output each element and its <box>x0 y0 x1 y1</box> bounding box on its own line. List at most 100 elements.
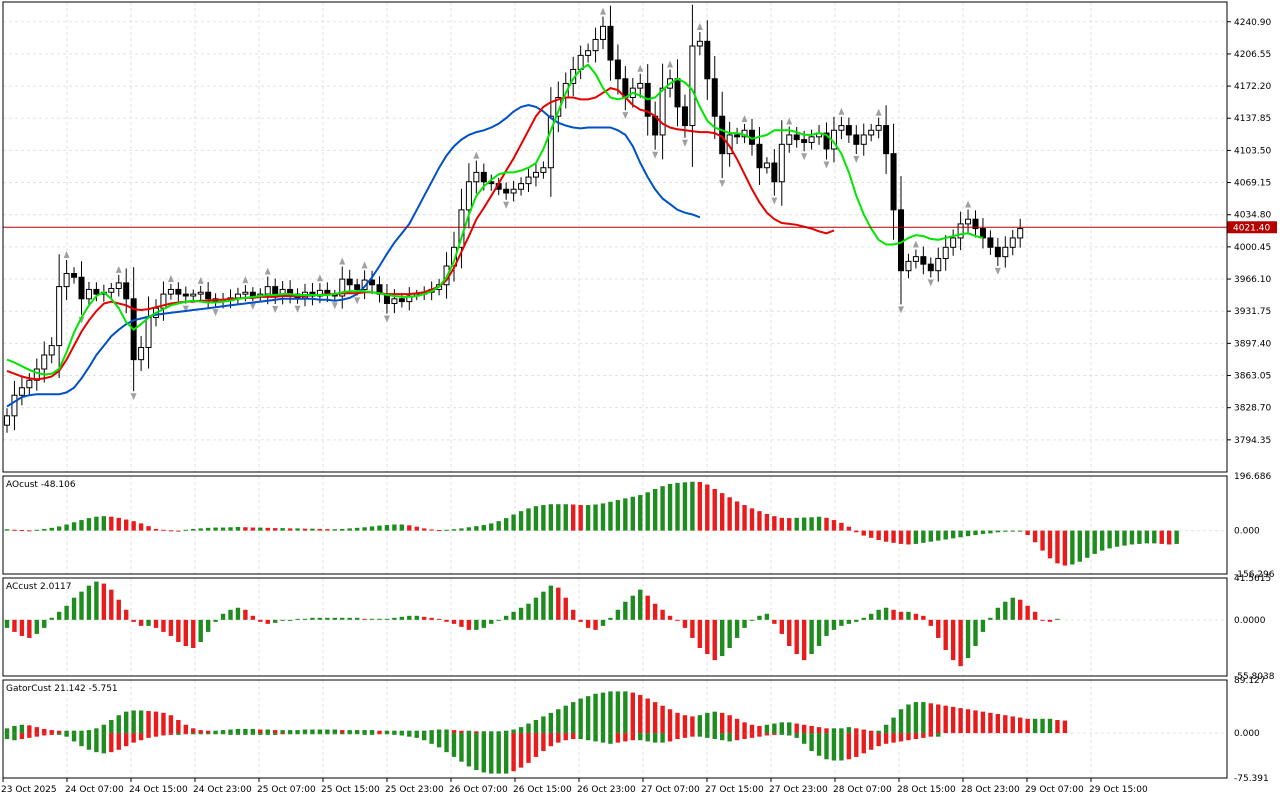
candle[interactable] <box>71 267 78 284</box>
candle[interactable] <box>778 120 785 206</box>
candle[interactable] <box>48 337 55 364</box>
candle[interactable] <box>93 282 100 302</box>
candle-body-down <box>771 162 778 183</box>
candle[interactable] <box>734 127 741 144</box>
ao-bar <box>1099 530 1105 551</box>
ac-panel[interactable]: ACcust 2.0117 <box>4 581 1060 667</box>
candle[interactable] <box>108 283 115 298</box>
ac-bar <box>608 617 613 620</box>
candle[interactable] <box>63 260 70 301</box>
fractal-up-arrow <box>316 274 323 282</box>
candle[interactable] <box>875 117 882 139</box>
candle[interactable] <box>696 32 703 56</box>
ao-panel[interactable]: AOcust -48.106 <box>4 480 1179 566</box>
candle[interactable] <box>518 177 525 196</box>
candle[interactable] <box>823 122 830 160</box>
candle[interactable] <box>704 20 711 100</box>
ac-bar <box>921 615 926 620</box>
candle[interactable] <box>369 270 376 295</box>
candle[interactable] <box>607 5 614 81</box>
candle[interactable] <box>532 163 539 187</box>
candle[interactable] <box>994 238 1001 266</box>
candle[interactable] <box>659 63 666 160</box>
candle[interactable] <box>950 229 957 256</box>
candle[interactable] <box>473 160 480 194</box>
ac-bar <box>906 611 911 620</box>
candle[interactable] <box>763 157 770 174</box>
candle[interactable] <box>793 126 800 148</box>
candle[interactable] <box>167 283 174 300</box>
candle[interactable] <box>845 117 852 143</box>
candle[interactable] <box>503 182 510 200</box>
candle[interactable] <box>138 336 145 372</box>
ao-bar <box>243 527 248 531</box>
candle[interactable] <box>175 282 182 302</box>
candle[interactable] <box>585 43 592 63</box>
candle[interactable] <box>1009 229 1016 256</box>
ac-bar <box>407 615 412 620</box>
gator-upper-bar <box>1040 718 1045 734</box>
gator-upper-bar <box>109 719 114 734</box>
candle[interactable] <box>689 4 696 167</box>
candle[interactable] <box>26 373 33 395</box>
indicator-tick-label: 0.0000 <box>1234 616 1266 626</box>
candle[interactable] <box>1017 218 1024 248</box>
candle[interactable] <box>808 129 815 150</box>
candle[interactable] <box>41 341 48 383</box>
candle[interactable] <box>115 274 122 297</box>
candle[interactable] <box>942 235 949 271</box>
candle[interactable] <box>1002 236 1009 268</box>
candle[interactable] <box>957 211 964 251</box>
ac-bar <box>474 619 479 630</box>
gator-panel[interactable]: GatorCust 21.142 -5.751 <box>4 684 1068 774</box>
candle[interactable] <box>78 261 85 315</box>
candle[interactable] <box>868 123 875 142</box>
candle[interactable] <box>540 161 547 179</box>
candle[interactable] <box>927 257 934 278</box>
candle[interactable] <box>525 168 532 193</box>
candle[interactable] <box>771 149 778 196</box>
candle[interactable] <box>18 377 25 406</box>
candle[interactable] <box>547 87 554 197</box>
candle-body-up <box>518 183 525 190</box>
alligator-lips-line <box>6 63 984 376</box>
candle[interactable] <box>637 73 644 98</box>
candle[interactable] <box>56 254 63 379</box>
candle[interactable] <box>860 123 867 156</box>
ac-bar <box>168 619 174 636</box>
candle[interactable] <box>398 292 405 308</box>
candle[interactable] <box>339 266 346 309</box>
candle[interactable] <box>853 125 860 155</box>
gator-upper-bar <box>950 706 956 734</box>
candle[interactable] <box>987 230 994 255</box>
candle[interactable] <box>510 180 517 202</box>
candle[interactable] <box>905 253 912 279</box>
candle[interactable] <box>838 116 845 140</box>
gator-lower-bar <box>459 733 464 762</box>
price-panel[interactable]: 4021.40 <box>3 4 1277 433</box>
candle[interactable] <box>965 209 972 234</box>
candle[interactable] <box>935 247 942 282</box>
candle[interactable] <box>890 123 897 240</box>
ao-bar <box>518 511 524 531</box>
candle[interactable] <box>4 408 10 433</box>
ao-bar <box>675 482 680 531</box>
candle[interactable] <box>11 380 18 431</box>
candle[interactable] <box>346 269 353 295</box>
ac-bar <box>824 619 829 636</box>
candle[interactable] <box>614 44 621 95</box>
candle[interactable] <box>883 105 890 174</box>
candle[interactable] <box>592 27 599 63</box>
candle[interactable] <box>711 56 718 139</box>
candle[interactable] <box>85 281 92 307</box>
candle[interactable] <box>912 249 919 269</box>
candle[interactable] <box>920 246 927 275</box>
ac-bar <box>414 615 419 620</box>
gator-lower-bar <box>705 733 710 738</box>
candle[interactable] <box>197 285 204 301</box>
candle[interactable] <box>190 289 197 301</box>
candle[interactable] <box>205 282 212 309</box>
candle[interactable] <box>972 210 979 238</box>
candle[interactable] <box>600 16 606 50</box>
